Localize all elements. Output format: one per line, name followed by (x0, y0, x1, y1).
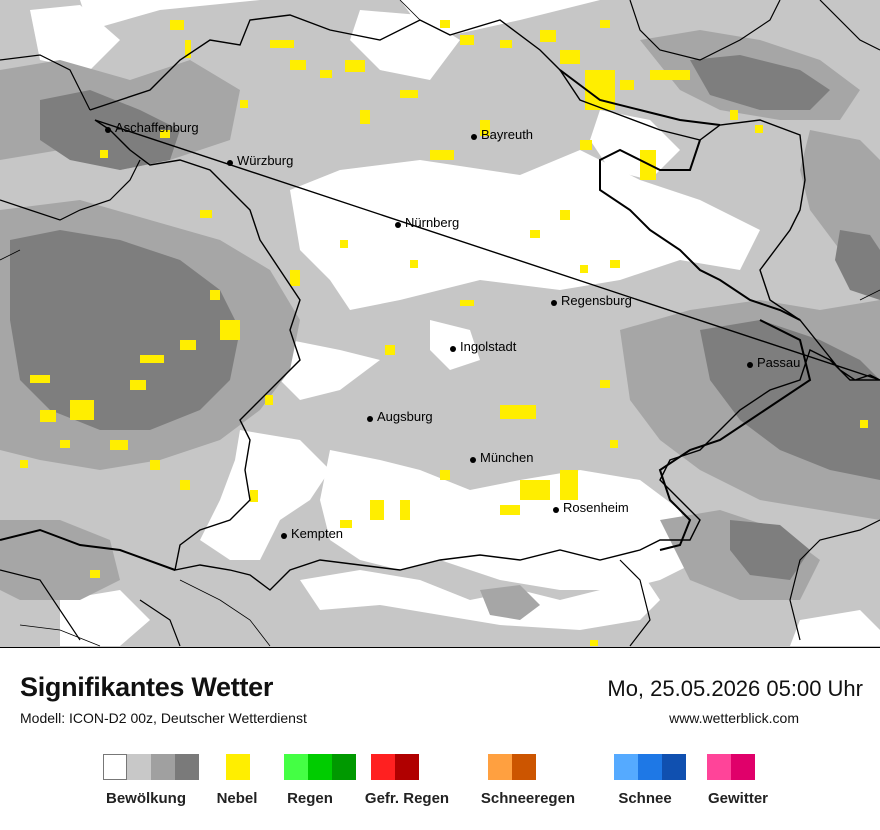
city-label: Rosenheim (563, 500, 629, 515)
legend-swatch (662, 754, 686, 780)
legend-item-gefr-regen: Gefr. Regen (365, 754, 449, 807)
legend-swatch (707, 754, 731, 780)
city-rosenheim[interactable]: Rosenheim (553, 500, 629, 515)
city-ingolstadt[interactable]: Ingolstadt (450, 339, 517, 354)
legend-item-nebel: Nebel (217, 754, 257, 807)
legend-item-bew-lkung: Bewölkung (103, 754, 199, 807)
legend-swatch (614, 754, 638, 780)
city-label: Kempten (291, 526, 343, 541)
city-nuernberg[interactable]: Nürnberg (395, 215, 459, 230)
legend-swatch (638, 754, 662, 780)
legend-item-schnee: Schnee (614, 754, 686, 807)
legend-swatches (371, 754, 419, 780)
legend-swatches (488, 754, 536, 780)
legend-swatch (127, 754, 151, 780)
legend-swatch (151, 754, 175, 780)
map-footer: Signifikantes Wetter Modell: ICON-D2 00z… (0, 648, 880, 830)
legend-label: Gefr. Regen (364, 790, 450, 807)
city-label: Bayreuth (481, 127, 533, 142)
legend-swatch (731, 754, 755, 780)
legend-item-schneeregen: Schneeregen (481, 754, 575, 807)
legend-swatch (512, 754, 536, 780)
city-passau[interactable]: Passau (747, 355, 800, 370)
map-borders (0, 0, 880, 647)
legend-swatches (707, 754, 755, 780)
site-link[interactable]: www.wetterblick.com (669, 710, 799, 726)
legend-label: Schnee (618, 790, 672, 807)
legend-swatches (614, 754, 686, 780)
cloud-dark-layer (10, 55, 880, 580)
city-kempten[interactable]: Kempten (281, 526, 343, 541)
weather-map[interactable]: Aschaffenburg Würzburg Bayreuth Nürnberg… (0, 0, 880, 648)
legend-swatch (226, 754, 250, 780)
legend-label: Regen (287, 790, 333, 807)
city-regensburg[interactable]: Regensburg (551, 293, 632, 308)
legend-label: Gewitter (707, 790, 769, 807)
city-aschaffenburg[interactable]: Aschaffenburg (105, 120, 199, 135)
city-wuerzburg[interactable]: Würzburg (227, 153, 293, 168)
city-label: Aschaffenburg (115, 120, 199, 135)
legend-label: Nebel (216, 790, 258, 807)
city-markers: Aschaffenburg Würzburg Bayreuth Nürnberg… (105, 120, 800, 541)
legend-swatches (103, 754, 199, 780)
legend-swatch (175, 754, 199, 780)
legend-swatch (371, 754, 395, 780)
city-label: Ingolstadt (460, 339, 517, 354)
legend-swatches (284, 754, 356, 780)
city-label: Würzburg (237, 153, 293, 168)
city-muenchen[interactable]: München (470, 450, 533, 465)
legend-swatch (103, 754, 127, 780)
map-canvas: Aschaffenburg Würzburg Bayreuth Nürnberg… (0, 0, 880, 647)
legend-swatch (308, 754, 332, 780)
model-subtitle: Modell: ICON-D2 00z, Deutscher Wetterdie… (20, 710, 307, 726)
legend-label: Schneeregen (480, 790, 576, 807)
city-augsburg[interactable]: Augsburg (367, 409, 433, 424)
legend-swatch (395, 754, 419, 780)
city-label: München (480, 450, 533, 465)
page-title: Signifikantes Wetter (20, 672, 274, 702)
city-bayreuth[interactable]: Bayreuth (471, 127, 533, 142)
legend-item-gewitter: Gewitter (707, 754, 768, 807)
legend-item-regen: Regen (284, 754, 356, 807)
clear-patches (30, 5, 880, 646)
fog-layer (20, 20, 868, 646)
legend-swatches (226, 754, 250, 780)
city-label: Nürnberg (405, 215, 459, 230)
city-label: Augsburg (377, 409, 433, 424)
legend-swatch (284, 754, 308, 780)
city-label: Regensburg (561, 293, 632, 308)
city-label: Passau (757, 355, 800, 370)
legend-swatch (332, 754, 356, 780)
forecast-datetime: Mo, 25.05.2026 05:00 Uhr (607, 676, 863, 701)
legend-label: Bewölkung (105, 790, 187, 807)
legend-swatch (488, 754, 512, 780)
